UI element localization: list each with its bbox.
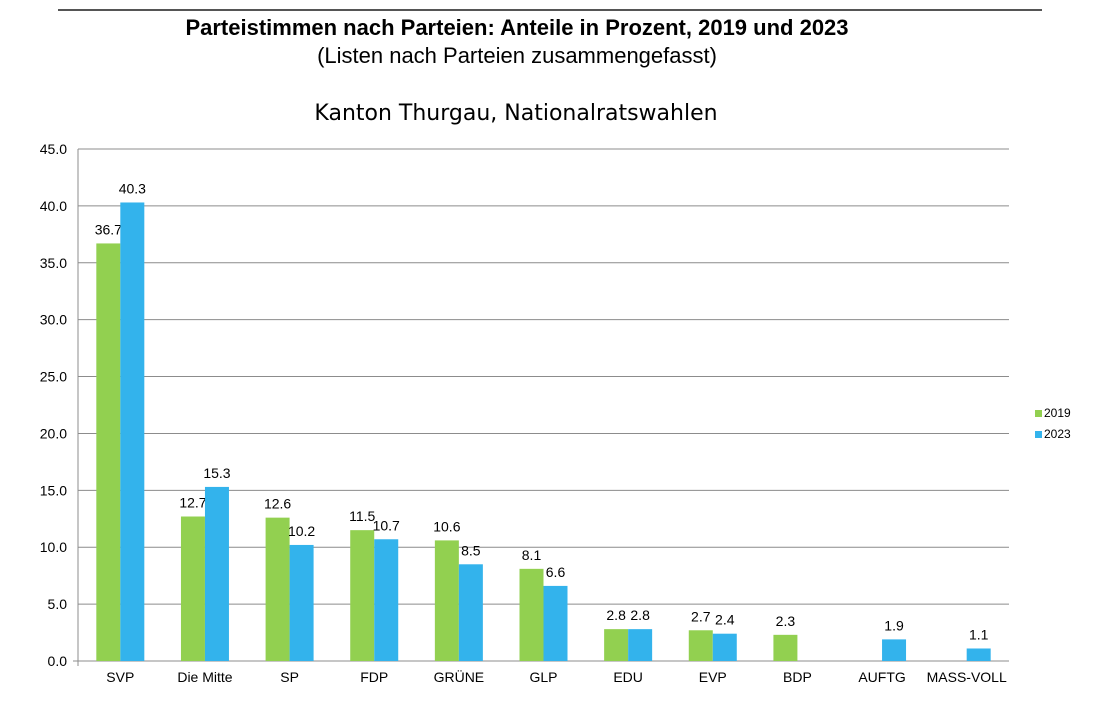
y-tick-label: 45.0 bbox=[40, 141, 67, 157]
x-tick-label: SP bbox=[280, 669, 299, 685]
legend-swatch bbox=[1035, 410, 1042, 417]
bar-2019 bbox=[688, 630, 713, 661]
bar-2023 bbox=[712, 633, 737, 661]
x-tick-label: EVP bbox=[699, 669, 727, 685]
data-label: 2.3 bbox=[776, 613, 796, 629]
bar-2023 bbox=[882, 639, 907, 661]
data-label: 2.8 bbox=[630, 607, 650, 623]
y-tick-label: 40.0 bbox=[40, 198, 67, 214]
bar-2023 bbox=[204, 486, 229, 661]
data-label: 10.6 bbox=[433, 518, 460, 534]
y-tick-label: 15.0 bbox=[40, 482, 67, 498]
top-rule bbox=[58, 9, 1042, 11]
x-tick-label: GLP bbox=[529, 669, 557, 685]
bar-2023 bbox=[628, 629, 653, 661]
x-tick-label: GRÜNE bbox=[434, 668, 485, 685]
x-tick-label: MASS-VOLL bbox=[927, 669, 1007, 685]
x-tick-label: EDU bbox=[613, 669, 643, 685]
y-tick-label: 35.0 bbox=[40, 255, 67, 271]
bar-2019 bbox=[350, 530, 375, 661]
bar-2023 bbox=[458, 564, 483, 661]
data-label: 10.7 bbox=[373, 517, 400, 533]
bar-2023 bbox=[120, 202, 145, 661]
page-title: Parteistimmen nach Parteien: Anteile in … bbox=[185, 15, 849, 40]
bar-2019 bbox=[96, 243, 121, 662]
data-label: 15.3 bbox=[203, 465, 230, 481]
legend-swatch bbox=[1035, 431, 1042, 438]
data-label: 8.1 bbox=[522, 547, 542, 563]
y-tick-label: 0.0 bbox=[48, 653, 68, 669]
y-tick-label: 30.0 bbox=[40, 312, 67, 328]
data-label: 6.6 bbox=[546, 564, 566, 580]
data-label: 36.7 bbox=[95, 221, 122, 237]
page-subtitle: (Listen nach Parteien zusammengefasst) bbox=[317, 43, 717, 68]
data-label: 1.9 bbox=[884, 617, 904, 633]
y-tick-label: 10.0 bbox=[40, 539, 67, 555]
y-tick-label: 20.0 bbox=[40, 425, 67, 441]
bar-2019 bbox=[180, 516, 205, 661]
bar-2019 bbox=[434, 540, 459, 661]
data-label: 10.2 bbox=[288, 523, 315, 539]
data-label: 11.5 bbox=[349, 508, 375, 524]
bar-2019 bbox=[519, 568, 544, 661]
x-tick-label: Die Mitte bbox=[177, 669, 232, 685]
legend-label: 2019 bbox=[1044, 406, 1071, 420]
y-tick-label: 25.0 bbox=[40, 369, 67, 385]
data-label: 1.1 bbox=[969, 626, 989, 642]
data-label: 8.5 bbox=[461, 542, 481, 558]
data-label: 2.4 bbox=[715, 612, 735, 628]
x-tick-label: SVP bbox=[106, 669, 134, 685]
bar-2023 bbox=[543, 585, 568, 661]
data-label: 2.7 bbox=[691, 608, 711, 624]
bar-2023 bbox=[289, 544, 314, 661]
bar-2023 bbox=[374, 539, 399, 661]
y-tick-label: 5.0 bbox=[48, 596, 68, 612]
x-tick-label: FDP bbox=[360, 669, 388, 685]
bar-2019 bbox=[604, 629, 629, 661]
data-label: 40.3 bbox=[119, 180, 146, 196]
chart-title: Kanton Thurgau, Nationalratswahlen bbox=[314, 101, 718, 126]
data-label: 2.8 bbox=[606, 607, 626, 623]
bar-2023 bbox=[966, 648, 991, 661]
x-tick-label: BDP bbox=[783, 669, 812, 685]
bar-2019 bbox=[773, 634, 798, 661]
bar-2019 bbox=[265, 517, 290, 661]
x-tick-label: AUFTG bbox=[858, 669, 905, 685]
data-label: 12.7 bbox=[179, 495, 206, 511]
legend-label: 2023 bbox=[1044, 427, 1071, 441]
data-label: 12.6 bbox=[264, 496, 291, 512]
